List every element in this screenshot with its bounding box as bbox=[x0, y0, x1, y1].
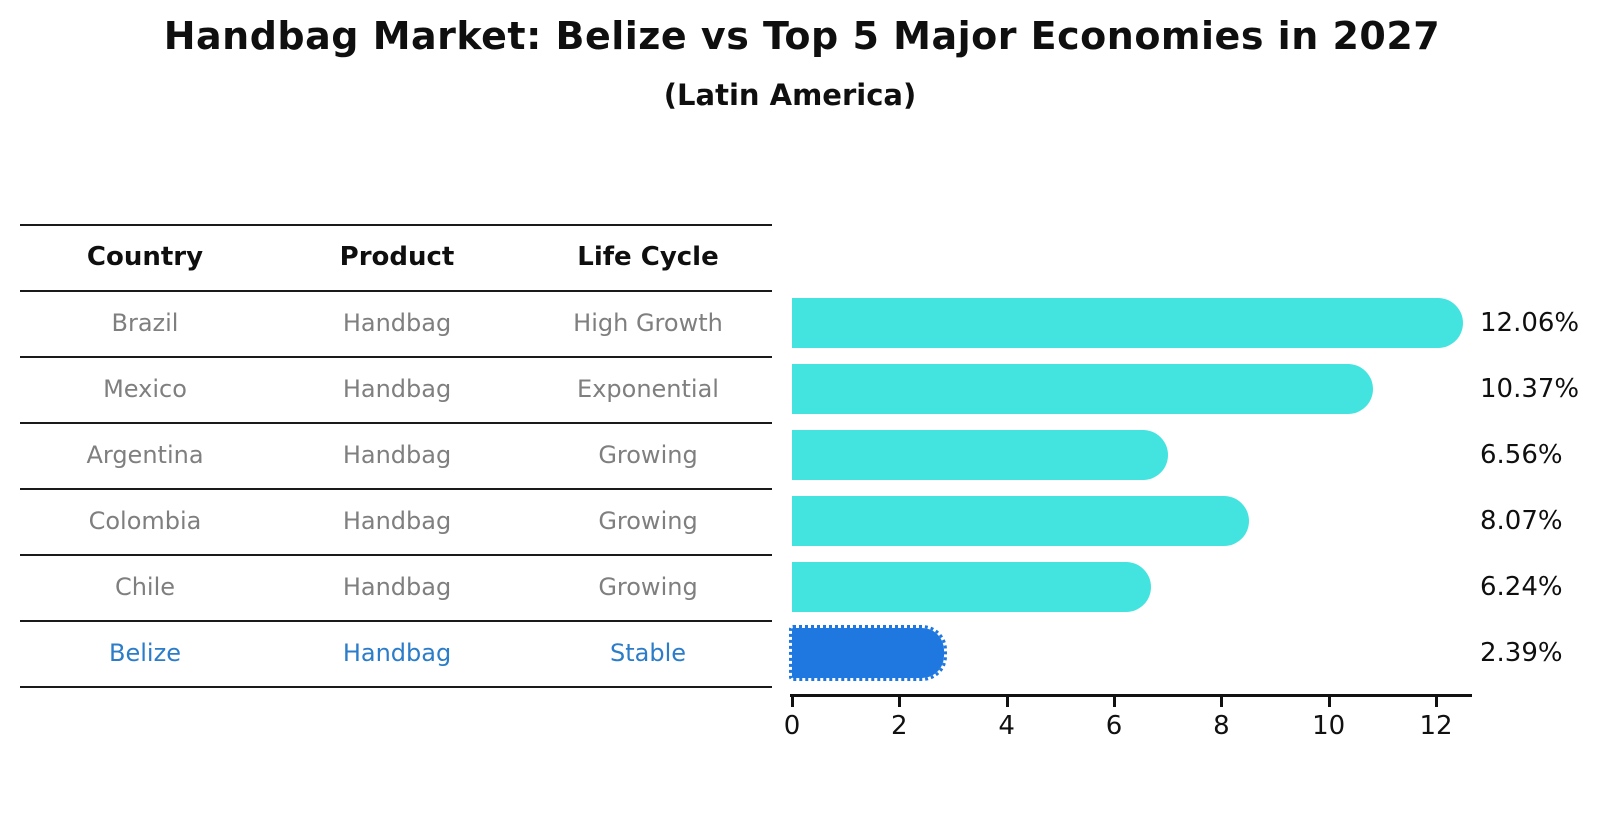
value-label-argentina: 6.56% bbox=[1480, 440, 1563, 470]
x-tick-mark bbox=[1005, 697, 1009, 707]
x-tick-label: 8 bbox=[1213, 711, 1230, 741]
value-label-mexico: 10.37% bbox=[1480, 374, 1580, 404]
x-tick-label: 0 bbox=[783, 711, 801, 741]
x-tick-mark bbox=[1327, 697, 1331, 707]
x-tick-mark bbox=[791, 697, 794, 707]
column-header-life-cycle: Life Cycle bbox=[577, 242, 719, 272]
table-cell-product: Handbag bbox=[342, 309, 452, 337]
table-cell-country: Colombia bbox=[88, 507, 202, 535]
bar-belize bbox=[789, 625, 947, 681]
chart-title: Handbag Market: Belize vs Top 5 Major Ec… bbox=[163, 14, 1441, 58]
x-tick-mark bbox=[1435, 697, 1439, 707]
table-rule bbox=[20, 620, 772, 622]
table-cell-life-cycle: High Growth bbox=[573, 309, 723, 337]
x-tick-label: 12 bbox=[1419, 711, 1453, 741]
x-tick-label: 10 bbox=[1312, 711, 1346, 741]
table-rule bbox=[20, 554, 772, 556]
x-tick-mark bbox=[1220, 697, 1224, 707]
x-axis-line bbox=[790, 694, 1472, 697]
table-cell-country: Argentina bbox=[86, 441, 204, 469]
column-header-product: Product bbox=[339, 242, 455, 272]
table-cell-life-cycle: Growing bbox=[598, 441, 698, 469]
value-label-brazil: 12.06% bbox=[1480, 308, 1580, 338]
table-rule bbox=[20, 290, 772, 292]
table-rule bbox=[20, 488, 772, 490]
table-cell-product: Handbag bbox=[342, 375, 452, 403]
table-cell-life-cycle: Stable bbox=[609, 639, 687, 667]
table-cell-country: Mexico bbox=[103, 375, 187, 403]
value-label-chile: 6.24% bbox=[1480, 572, 1563, 602]
table-cell-life-cycle: Growing bbox=[598, 507, 698, 535]
x-tick-label: 6 bbox=[1105, 711, 1123, 741]
x-tick-mark bbox=[1113, 697, 1117, 707]
table-cell-product: Handbag bbox=[342, 507, 452, 535]
value-label-colombia: 8.07% bbox=[1480, 506, 1563, 536]
bar-argentina bbox=[792, 430, 1168, 480]
table-rule bbox=[20, 224, 772, 226]
bar-colombia bbox=[792, 496, 1249, 546]
table-cell-country: Belize bbox=[109, 639, 181, 667]
table-cell-product: Handbag bbox=[342, 639, 452, 667]
table-cell-product: Handbag bbox=[342, 573, 452, 601]
column-header-country: Country bbox=[86, 242, 204, 272]
chart-subtitle: (Latin America) bbox=[663, 78, 917, 112]
table-cell-country: Chile bbox=[114, 573, 176, 601]
value-label-belize: 2.39% bbox=[1480, 638, 1563, 668]
table-cell-life-cycle: Exponential bbox=[577, 375, 719, 403]
table-cell-product: Handbag bbox=[342, 441, 452, 469]
bar-chile bbox=[792, 562, 1151, 612]
x-tick-mark bbox=[898, 697, 902, 707]
x-tick-label: 4 bbox=[998, 711, 1015, 741]
table-cell-life-cycle: Growing bbox=[598, 573, 698, 601]
table-rule bbox=[20, 356, 772, 358]
bar-mexico bbox=[792, 364, 1373, 414]
table-cell-country: Brazil bbox=[111, 309, 179, 337]
table-rule bbox=[20, 422, 772, 424]
table-rule bbox=[20, 686, 772, 688]
bar-brazil bbox=[792, 298, 1463, 348]
x-tick-label: 2 bbox=[891, 711, 908, 741]
